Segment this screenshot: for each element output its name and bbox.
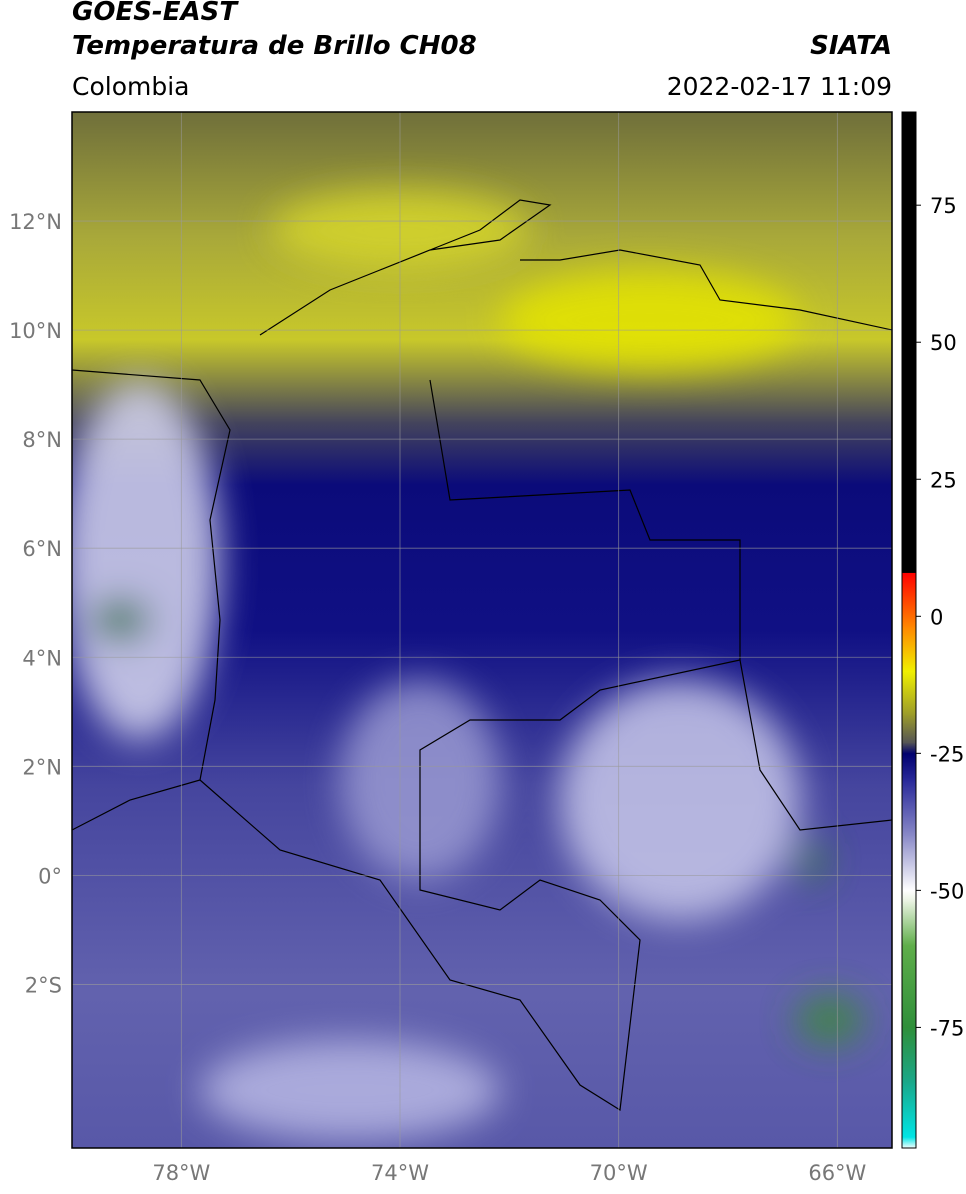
colorbar-segment bbox=[902, 835, 916, 891]
colorbar-segment bbox=[902, 1082, 916, 1138]
y-tick-label: 4°N bbox=[22, 646, 62, 670]
colorbar-segment bbox=[902, 742, 916, 754]
colorbar-tick-label: 50 bbox=[930, 331, 957, 355]
x-tick-label: 78°W bbox=[152, 1161, 210, 1185]
colorbar-segment bbox=[902, 890, 916, 902]
region: Colombia bbox=[72, 72, 189, 101]
y-tick-label: 0° bbox=[38, 864, 62, 888]
colorbar-segment bbox=[902, 1137, 916, 1149]
colorbar-segment bbox=[902, 714, 916, 743]
colorbar-segment bbox=[902, 112, 916, 573]
x-tick-label: 70°W bbox=[590, 1161, 648, 1185]
subtitle: Temperatura de Brillo CH08 bbox=[72, 31, 477, 61]
datetime: 2022-02-17 11:09 bbox=[667, 72, 892, 101]
grid bbox=[72, 112, 892, 1148]
colorbar-tick-label: 25 bbox=[930, 468, 957, 492]
y-tick-label: 2°S bbox=[25, 973, 62, 997]
colorbar-segment bbox=[902, 753, 916, 782]
title: GOES-EAST bbox=[72, 0, 239, 27]
colorbar: 75 50 25 0 -25 -50 -75 bbox=[902, 112, 964, 1149]
colorbar-segment bbox=[902, 945, 916, 1028]
y-tick-label: 8°N bbox=[22, 428, 62, 452]
imagery bbox=[72, 112, 892, 1148]
colorbar-tick-label: -50 bbox=[930, 879, 964, 903]
colorbar-segment bbox=[902, 572, 916, 628]
source: SIATA bbox=[810, 31, 892, 61]
y-tick-label: 10°N bbox=[9, 319, 62, 343]
colorbar-tick-label: -25 bbox=[930, 742, 964, 766]
map-frame bbox=[71, 111, 893, 1149]
colorbar-segment bbox=[902, 1027, 916, 1083]
colorbar-tick-label: 75 bbox=[930, 194, 957, 218]
colorbar-segment bbox=[902, 780, 916, 837]
colorbar-segment bbox=[902, 627, 916, 672]
y-tick-label: 12°N bbox=[9, 210, 62, 234]
borders bbox=[72, 199, 892, 1112]
y-tick-label: 2°N bbox=[22, 755, 62, 779]
colorbar-tick-label: -75 bbox=[930, 1016, 964, 1040]
colorbar-tick-label: 0 bbox=[930, 605, 943, 629]
x-tick-label: 66°W bbox=[808, 1161, 866, 1185]
colorbar-segment bbox=[902, 671, 916, 716]
y-tick-label: 6°N bbox=[22, 537, 62, 561]
x-tick-label: 74°W bbox=[371, 1161, 429, 1185]
colorbar-frame bbox=[901, 111, 917, 1149]
colorbar-segment bbox=[902, 901, 916, 946]
